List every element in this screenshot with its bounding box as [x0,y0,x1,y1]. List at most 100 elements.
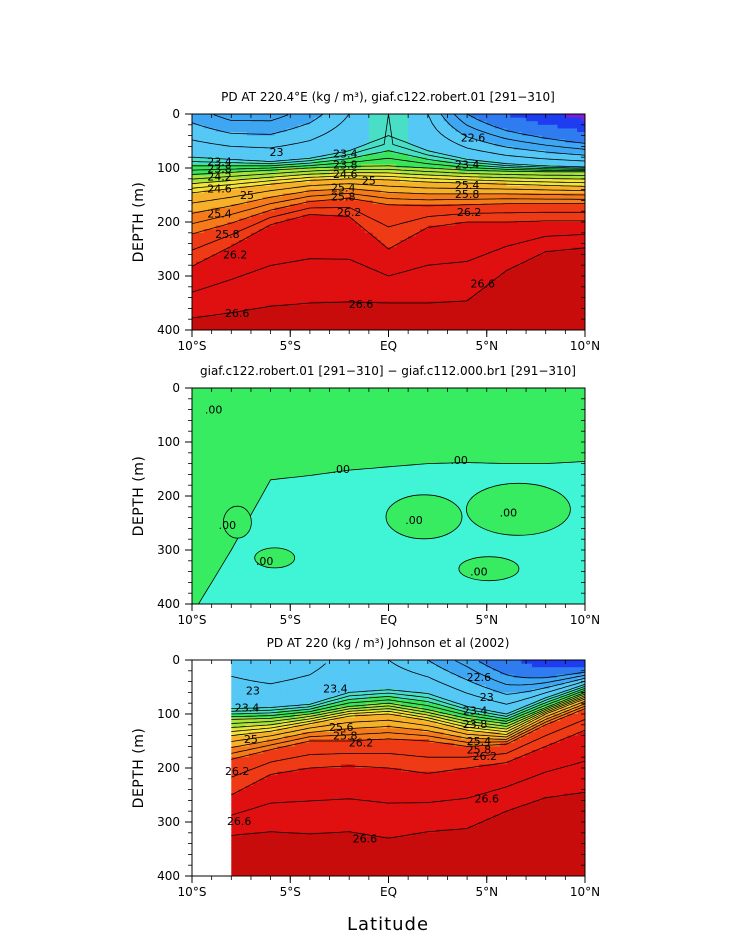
density-cell [514,164,519,169]
density-cell [412,322,417,327]
density-cell [195,286,201,291]
density-cell [423,258,429,263]
density-cell [345,229,350,234]
density-cell [227,304,232,309]
density-cell [482,229,488,234]
density-cell [258,294,264,299]
density-cell [502,121,507,126]
density-cell [400,193,405,198]
density-cell [211,319,217,324]
density-cell [239,189,244,194]
density-cell [376,207,382,212]
density-cell [388,218,394,223]
density-cell [239,229,244,234]
density-cell [423,114,429,119]
density-cell [231,236,236,241]
density-cell [419,312,425,317]
density-cell [467,182,472,187]
density-cell [286,121,291,126]
density-cell [270,258,276,263]
density-cell [467,139,472,144]
density-cell [486,114,492,119]
density-cell [262,160,268,165]
density-cell [282,294,287,299]
density-cell [447,168,452,173]
density-cell [384,196,390,201]
density-cell [372,128,378,133]
density-cell [258,146,264,151]
density-cell [364,171,370,176]
density-cell [486,135,492,140]
density-cell [431,121,437,126]
density-cell [392,193,397,198]
density-cell [388,294,394,299]
density-cell [451,240,456,245]
density-cell [357,290,362,295]
density-cell [506,279,511,284]
density-cell [207,182,213,187]
density-cell [325,204,331,209]
density-cell [298,225,303,230]
density-cell [247,240,252,245]
density-cell [192,322,197,327]
density-cell [490,229,496,234]
density-cell [357,326,362,330]
density-cell [419,290,425,295]
density-cell [388,232,394,237]
density-cell [447,294,452,299]
density-cell [231,276,236,281]
density-cell [298,250,303,255]
density-cell [231,294,236,299]
density-cell [290,121,295,126]
density-cell [341,279,346,284]
density-cell [305,261,311,266]
density-cell [455,304,460,309]
density-cell [364,261,370,266]
density-cell [416,290,421,295]
density-cell [467,225,472,230]
density-cell [207,153,213,158]
density-cell [231,189,236,194]
density-cell [305,222,311,227]
density-cell [368,254,374,259]
density-cell [195,297,201,302]
density-cell [510,211,515,216]
density-cell [459,315,464,320]
density-cell [431,240,437,245]
density-cell [270,243,276,248]
density-cell [250,240,256,245]
density-cell [215,222,221,227]
density-cell [290,175,295,180]
density-cell [439,308,445,313]
density-cell [435,211,441,216]
density-cell [380,322,386,327]
density-cell [494,290,500,295]
density-cell [447,229,452,234]
density-cell [231,121,236,126]
density-cell [337,290,342,295]
density-cell [353,189,358,194]
density-cell [282,268,287,273]
density-cell [384,204,390,209]
density-cell [294,114,299,119]
density-cell [435,135,441,140]
density-cell [455,171,460,176]
density-cell [416,139,421,144]
density-cell [506,186,511,191]
density-cell [471,254,476,259]
density-cell [510,261,515,266]
density-cell [262,218,268,223]
density-cell [349,261,354,266]
density-cell [266,160,272,165]
density-cell [357,254,362,259]
density-cell [396,304,401,309]
density-cell [423,178,429,183]
density-cell [290,319,295,324]
density-cell [478,236,484,241]
density-cell [243,193,248,198]
density-cell [435,297,441,302]
density-cell [329,146,335,151]
density-cell [474,207,480,212]
density-cell [372,304,378,309]
density-cell [211,232,217,237]
